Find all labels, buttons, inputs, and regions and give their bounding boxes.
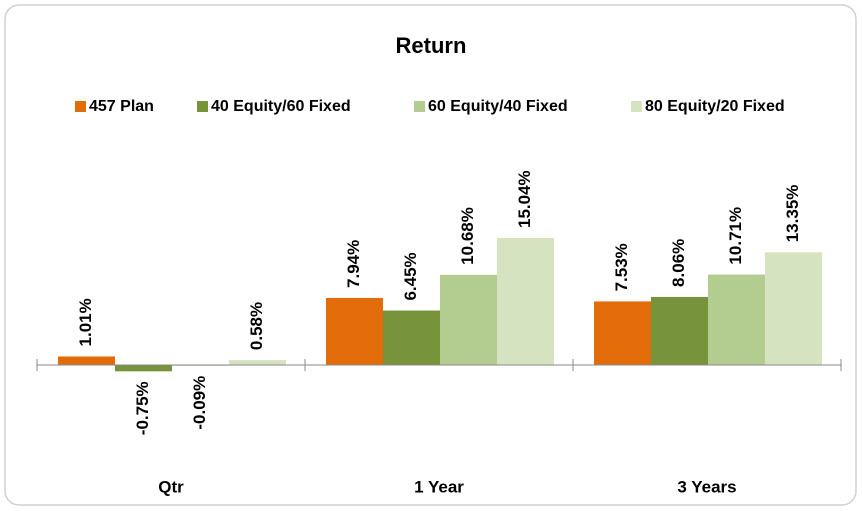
bar: [594, 301, 651, 365]
bar: [58, 356, 115, 365]
x-tick-label: Qtr: [158, 477, 184, 496]
legend-label: 40 Equity/60 Fixed: [211, 98, 351, 115]
data-label: 6.45%: [401, 252, 420, 300]
bar: [115, 365, 172, 372]
data-label: 7.53%: [612, 243, 631, 291]
bar: [765, 252, 822, 365]
bar: [651, 296, 708, 365]
data-label: 0.58%: [247, 302, 266, 350]
bar: [497, 238, 554, 365]
x-tick-label: 3 Years: [677, 477, 736, 496]
data-label: -0.75%: [133, 381, 152, 435]
data-label: 10.71%: [726, 207, 745, 265]
legend-label: 80 Equity/20 Fixed: [645, 98, 785, 115]
data-label: -0.09%: [190, 376, 209, 430]
data-label: 8.06%: [669, 239, 688, 287]
legend-swatch: [631, 101, 642, 112]
data-label: 1.01%: [76, 298, 95, 346]
legend-swatch: [75, 101, 86, 112]
legend-label: 457 Plan: [89, 98, 154, 115]
data-label: 7.94%: [344, 240, 363, 288]
bar: [440, 274, 497, 365]
data-label: 15.04%: [515, 170, 534, 228]
bar: [326, 297, 383, 365]
data-label: 10.68%: [458, 207, 477, 265]
bar: [708, 274, 765, 365]
x-tick-label: 1 Year: [414, 477, 464, 496]
legend-label: 60 Equity/40 Fixed: [428, 98, 568, 115]
bar: [229, 360, 286, 365]
legend-swatch: [197, 101, 208, 112]
bar: [383, 310, 440, 365]
chart-frame: [4, 4, 857, 506]
data-label: 13.35%: [783, 185, 802, 243]
chart-title: Return: [396, 33, 467, 58]
legend-swatch: [414, 101, 425, 112]
